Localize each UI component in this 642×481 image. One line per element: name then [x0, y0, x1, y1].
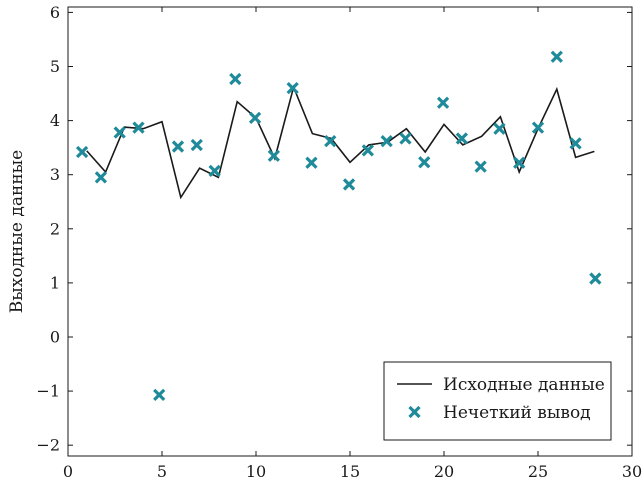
marker-stroke — [153, 388, 166, 402]
scatter-point — [113, 126, 126, 139]
x-tick-label: 25 — [528, 462, 548, 481]
scatter-point — [267, 149, 280, 162]
scatter-point — [342, 178, 356, 191]
y-tick-label: 5 — [50, 57, 60, 76]
marker-stroke — [94, 171, 108, 184]
scatter-point — [399, 132, 412, 145]
marker-stroke — [75, 145, 89, 159]
y-tick-label: 6 — [50, 3, 60, 22]
legend-label-scatter: Нечеткий вывод — [443, 403, 591, 423]
scatter-point — [380, 135, 393, 148]
y-tick-label: 0 — [50, 327, 60, 346]
y-tick-label: −1 — [36, 382, 60, 401]
marker-stroke — [513, 156, 526, 169]
plot-area — [75, 50, 602, 402]
marker-stroke — [380, 135, 393, 148]
scatter-point — [229, 72, 242, 86]
marker-stroke — [436, 96, 450, 109]
scatter-point — [531, 121, 545, 134]
axis-ticks: 0 5 10 15 20 25 30 −2 −1 0 1 2 3 4 5 6 — [36, 3, 642, 481]
marker-stroke — [455, 132, 468, 145]
scatter-point — [286, 82, 299, 95]
legend-box — [383, 361, 612, 441]
scatter-point — [305, 156, 318, 169]
x-tick-label: 30 — [622, 462, 642, 481]
marker-stroke — [208, 164, 221, 178]
scatter-point — [171, 140, 185, 153]
marker-stroke — [408, 405, 421, 419]
scatter-point — [361, 144, 374, 157]
legend-label-line: Исходные данные — [443, 375, 605, 395]
scatter-point — [550, 50, 563, 63]
marker-stroke — [589, 272, 602, 285]
marker-stroke — [305, 156, 318, 169]
marker-stroke — [342, 178, 356, 191]
scatter-point — [513, 156, 526, 169]
scatter-point — [208, 164, 221, 178]
y-tick-label: 1 — [50, 273, 60, 292]
x-tick-label: 20 — [434, 462, 454, 481]
scatter-point — [436, 96, 450, 109]
marker-stroke — [113, 126, 126, 139]
y-tick-label: 3 — [50, 165, 60, 184]
series-line-original — [86, 84, 595, 200]
scatter-point — [190, 138, 203, 152]
scatter-point — [589, 272, 602, 285]
scatter-point — [569, 137, 582, 150]
y-tick-label: 2 — [50, 219, 60, 238]
scatter-point — [153, 388, 166, 402]
scatter-point — [248, 111, 262, 125]
legend-marker — [408, 405, 421, 419]
marker-stroke — [229, 72, 242, 86]
marker-stroke — [531, 121, 545, 134]
marker-stroke — [361, 144, 374, 157]
x-tick-label: 5 — [157, 462, 167, 481]
scatter-point — [75, 145, 89, 159]
x-tick-label: 0 — [63, 462, 73, 481]
y-tick-label: 4 — [50, 111, 60, 130]
scatter-point — [493, 122, 506, 135]
marker-stroke — [550, 50, 563, 63]
marker-stroke — [493, 122, 506, 135]
marker-stroke — [399, 132, 412, 145]
scatter-point — [324, 135, 337, 148]
y-tick-label: −2 — [36, 436, 60, 455]
marker-stroke — [569, 137, 582, 150]
legend: Исходные данные Нечеткий вывод — [383, 361, 612, 441]
marker-stroke — [248, 111, 262, 125]
legend-marker-swatch — [408, 405, 421, 419]
marker-stroke — [171, 140, 185, 153]
marker-stroke — [324, 135, 337, 148]
marker-stroke — [418, 156, 431, 169]
scatter-point — [474, 160, 487, 173]
x-tick-label: 10 — [246, 462, 266, 481]
marker-stroke — [474, 160, 487, 173]
scatter-point — [132, 121, 145, 134]
marker-stroke — [132, 121, 145, 134]
marker-stroke — [267, 149, 280, 162]
x-tick-label: 15 — [340, 462, 360, 481]
scatter-point — [94, 171, 108, 184]
marker-stroke — [286, 82, 299, 95]
scatter-point — [418, 156, 431, 169]
marker-stroke — [190, 138, 203, 152]
y-axis-label: Выходные данные — [7, 150, 27, 314]
scatter-point — [455, 132, 468, 145]
